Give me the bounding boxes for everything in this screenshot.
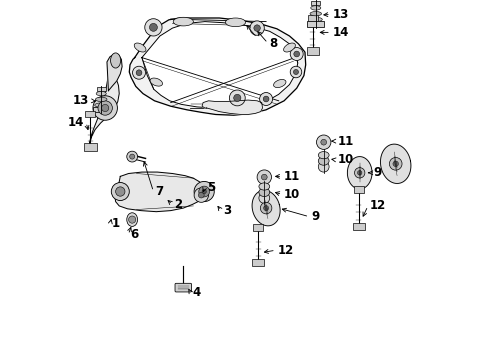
Ellipse shape bbox=[225, 18, 245, 27]
Ellipse shape bbox=[318, 161, 328, 172]
Circle shape bbox=[98, 101, 112, 115]
Ellipse shape bbox=[283, 43, 295, 52]
Ellipse shape bbox=[95, 97, 107, 102]
Text: 4: 4 bbox=[192, 286, 200, 299]
Polygon shape bbox=[202, 100, 262, 114]
Ellipse shape bbox=[318, 152, 328, 159]
Polygon shape bbox=[380, 144, 410, 184]
Circle shape bbox=[260, 202, 271, 214]
Ellipse shape bbox=[309, 12, 321, 16]
Polygon shape bbox=[107, 54, 122, 91]
Polygon shape bbox=[142, 22, 297, 108]
Text: 7: 7 bbox=[155, 185, 163, 198]
Text: 2: 2 bbox=[174, 198, 182, 211]
Circle shape bbox=[102, 104, 108, 112]
Text: 5: 5 bbox=[206, 181, 215, 194]
Ellipse shape bbox=[309, 17, 322, 22]
Circle shape bbox=[293, 51, 299, 57]
Circle shape bbox=[261, 174, 266, 180]
Circle shape bbox=[259, 93, 272, 105]
Text: 12: 12 bbox=[277, 244, 293, 257]
Circle shape bbox=[289, 48, 303, 60]
Circle shape bbox=[229, 90, 244, 106]
Ellipse shape bbox=[258, 188, 269, 197]
Polygon shape bbox=[129, 18, 305, 115]
Text: 14: 14 bbox=[68, 116, 84, 129]
Circle shape bbox=[263, 96, 268, 102]
Circle shape bbox=[202, 189, 206, 194]
Circle shape bbox=[128, 216, 136, 223]
Text: 11: 11 bbox=[284, 170, 300, 183]
FancyBboxPatch shape bbox=[84, 143, 96, 150]
Circle shape bbox=[316, 135, 330, 149]
Circle shape bbox=[198, 192, 204, 198]
Circle shape bbox=[253, 25, 260, 31]
Circle shape bbox=[257, 170, 271, 184]
Polygon shape bbox=[252, 190, 280, 226]
Circle shape bbox=[136, 70, 142, 76]
Text: 8: 8 bbox=[269, 37, 277, 50]
FancyBboxPatch shape bbox=[307, 15, 317, 21]
Text: 11: 11 bbox=[337, 135, 353, 148]
Text: 9: 9 bbox=[310, 210, 319, 223]
FancyBboxPatch shape bbox=[353, 186, 363, 193]
Ellipse shape bbox=[273, 80, 285, 87]
Circle shape bbox=[199, 186, 209, 197]
Circle shape bbox=[392, 161, 398, 167]
Ellipse shape bbox=[318, 157, 328, 165]
Polygon shape bbox=[115, 172, 205, 212]
Ellipse shape bbox=[173, 17, 193, 26]
Circle shape bbox=[320, 139, 326, 145]
FancyBboxPatch shape bbox=[96, 87, 106, 91]
Circle shape bbox=[126, 151, 137, 162]
Ellipse shape bbox=[95, 103, 107, 107]
Circle shape bbox=[249, 21, 264, 35]
Text: 12: 12 bbox=[369, 199, 385, 212]
Text: 6: 6 bbox=[130, 228, 138, 241]
Circle shape bbox=[263, 206, 268, 211]
Text: 13: 13 bbox=[332, 8, 348, 21]
Ellipse shape bbox=[134, 43, 146, 52]
Circle shape bbox=[357, 171, 361, 175]
FancyBboxPatch shape bbox=[352, 222, 365, 230]
FancyBboxPatch shape bbox=[253, 224, 263, 231]
Polygon shape bbox=[346, 157, 371, 189]
Circle shape bbox=[354, 168, 364, 178]
Text: 10: 10 bbox=[284, 188, 300, 201]
Circle shape bbox=[129, 154, 134, 159]
Text: 10: 10 bbox=[337, 153, 353, 166]
Text: 13: 13 bbox=[73, 94, 89, 107]
Ellipse shape bbox=[96, 91, 106, 96]
Circle shape bbox=[388, 157, 401, 170]
FancyBboxPatch shape bbox=[92, 107, 110, 112]
Ellipse shape bbox=[258, 183, 269, 190]
Text: 9: 9 bbox=[373, 166, 381, 179]
Circle shape bbox=[149, 23, 157, 31]
FancyBboxPatch shape bbox=[306, 47, 318, 54]
Circle shape bbox=[194, 188, 208, 202]
Circle shape bbox=[111, 183, 129, 201]
Polygon shape bbox=[89, 74, 119, 148]
Circle shape bbox=[293, 69, 298, 75]
Text: 14: 14 bbox=[332, 26, 348, 39]
Ellipse shape bbox=[126, 213, 137, 226]
Ellipse shape bbox=[258, 193, 269, 203]
FancyBboxPatch shape bbox=[175, 283, 191, 292]
FancyBboxPatch shape bbox=[310, 1, 320, 5]
FancyBboxPatch shape bbox=[85, 111, 95, 117]
Circle shape bbox=[233, 94, 241, 102]
Circle shape bbox=[132, 66, 145, 79]
Ellipse shape bbox=[310, 6, 320, 10]
FancyBboxPatch shape bbox=[306, 21, 324, 27]
Ellipse shape bbox=[150, 78, 162, 86]
Text: 1: 1 bbox=[112, 217, 120, 230]
Circle shape bbox=[93, 96, 117, 120]
Circle shape bbox=[144, 19, 162, 36]
Circle shape bbox=[115, 187, 125, 196]
Text: 3: 3 bbox=[223, 204, 230, 217]
FancyBboxPatch shape bbox=[251, 258, 264, 266]
Circle shape bbox=[194, 181, 214, 202]
Ellipse shape bbox=[110, 53, 121, 68]
Circle shape bbox=[289, 66, 301, 78]
